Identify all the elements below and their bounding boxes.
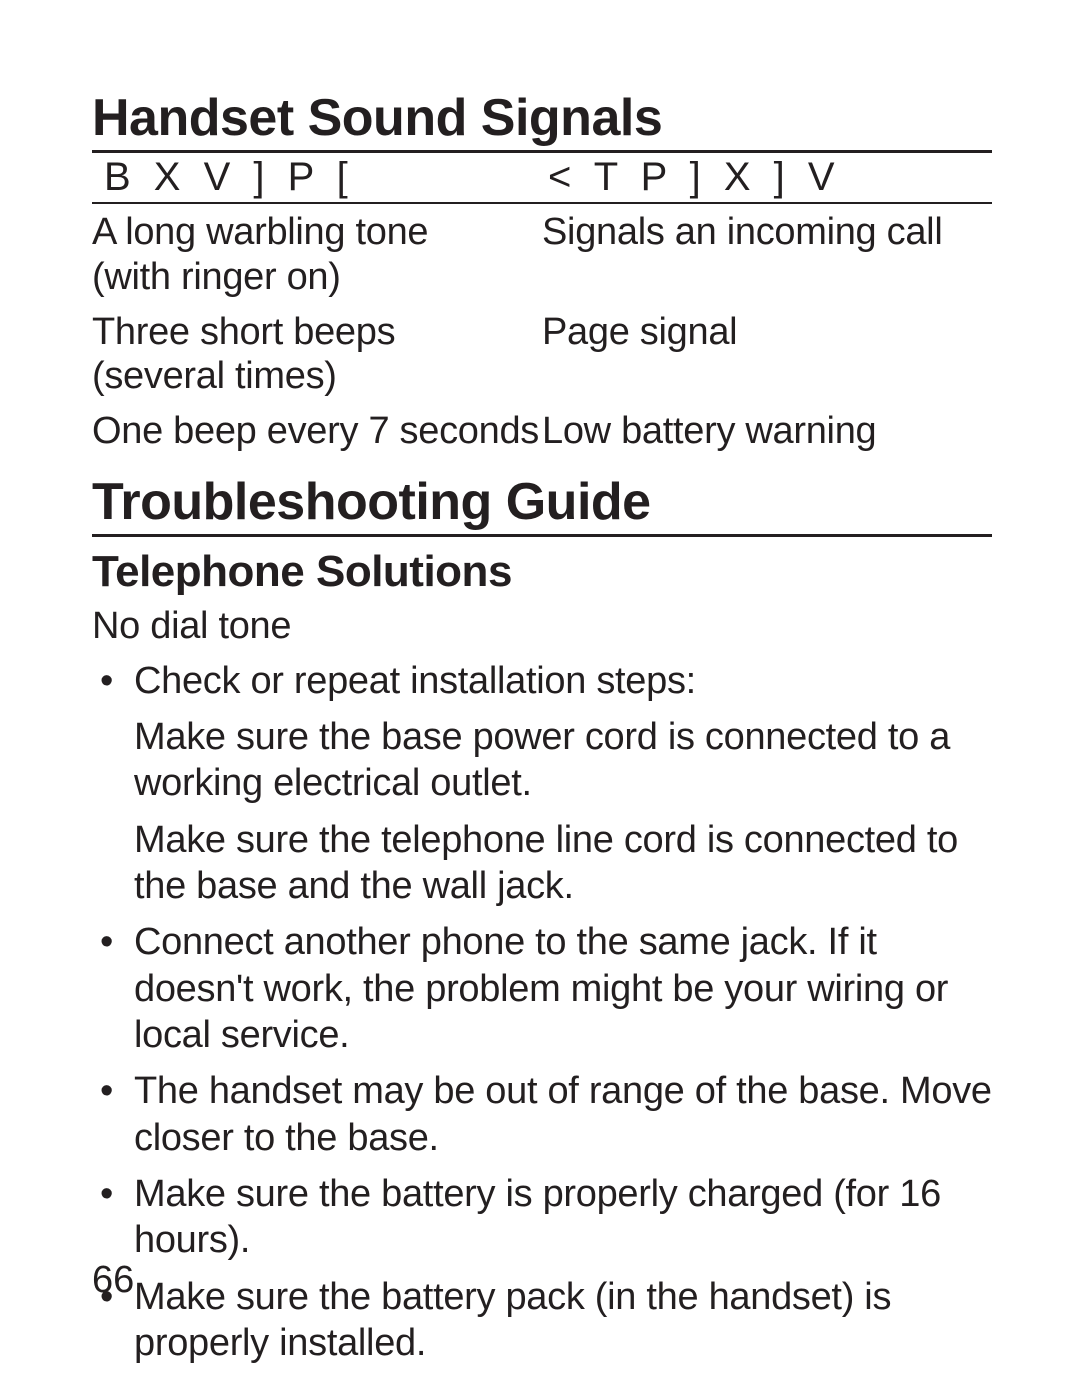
list-item: Connect another phone to the same jack. … <box>92 919 992 1058</box>
heading-telephone-solutions: Telephone Solutions <box>92 547 992 597</box>
table-row: One beep every 7 seconds Low battery war… <box>92 409 992 454</box>
meaning-cell: Low battery warning <box>542 409 992 454</box>
signals-table: B X V ] P [ < T P ] X ] V A long warblin… <box>92 155 992 454</box>
bullet-text: Check or repeat installation steps: <box>134 660 696 702</box>
bullet-sub: Make sure the telephone line cord is con… <box>134 817 992 910</box>
issue-no-dial-tone: No dial tone <box>92 603 992 649</box>
signals-col-meaning: < T P ] X ] V <box>548 155 992 200</box>
heading-troubleshooting-guide: Troubleshooting Guide <box>92 472 992 537</box>
bullet-text: Make sure the battery is properly charge… <box>134 1173 941 1261</box>
list-item: Check or repeat installation steps: Make… <box>92 658 992 910</box>
bullet-text: Make sure the battery pack (in the hands… <box>134 1276 891 1364</box>
list-item: Make sure the battery is properly charge… <box>92 1171 992 1264</box>
table-row: Three short beeps(several times) Page si… <box>92 310 992 400</box>
signals-col-signal: B X V ] P [ <box>92 155 548 200</box>
signal-cell: Three short beeps(several times) <box>92 310 542 400</box>
signal-cell: A long warbling tone(with ringer on) <box>92 210 542 300</box>
meaning-cell: Page signal <box>542 310 992 400</box>
signal-cell: One beep every 7 seconds <box>92 409 542 454</box>
heading-handset-sound-signals: Handset Sound Signals <box>92 88 992 153</box>
table-row: A long warbling tone(with ringer on) Sig… <box>92 210 992 300</box>
bullet-text: Connect another phone to the same jack. … <box>134 921 948 1056</box>
list-item: The handset may be out of range of the b… <box>92 1068 992 1161</box>
page-number: 66 <box>92 1259 134 1302</box>
troubleshooting-list: Check or repeat installation steps: Make… <box>92 658 992 1367</box>
signals-table-body: A long warbling tone(with ringer on) Sig… <box>92 210 992 454</box>
signals-table-header: B X V ] P [ < T P ] X ] V <box>92 155 992 204</box>
list-item: Make sure the battery pack (in the hands… <box>92 1274 992 1367</box>
bullet-text: The handset may be out of range of the b… <box>134 1070 992 1158</box>
bullet-sub: Make sure the base power cord is connect… <box>134 714 992 807</box>
meaning-cell: Signals an incoming call <box>542 210 992 300</box>
